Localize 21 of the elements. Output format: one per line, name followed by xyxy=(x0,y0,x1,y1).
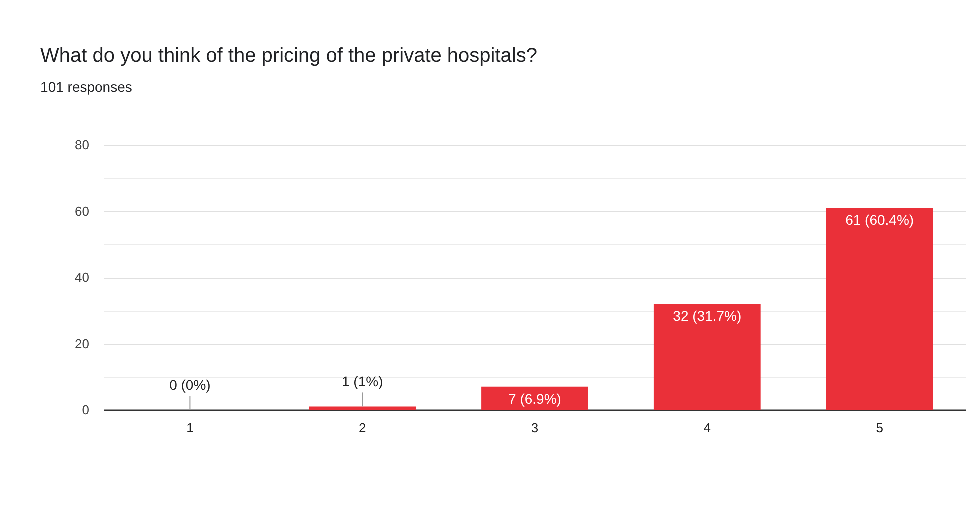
x-tick-label: 4 xyxy=(704,420,712,436)
bar xyxy=(826,208,934,410)
y-tick-label: 0 xyxy=(82,402,90,418)
y-tick-label: 40 xyxy=(75,270,90,285)
data-label: 0 (0%) xyxy=(170,377,211,393)
data-label: 1 (1%) xyxy=(342,374,384,390)
data-label: 7 (6.9%) xyxy=(508,390,562,407)
data-label: 61 (60.4%) xyxy=(846,212,914,228)
bar xyxy=(482,386,588,410)
y-tick-label: 80 xyxy=(75,138,90,152)
bar xyxy=(309,406,416,410)
x-tick-label: 3 xyxy=(531,420,539,436)
y-tick-label: 20 xyxy=(75,336,90,352)
chart-title: What do you think of the pricing of the private hospitals? xyxy=(40,45,538,67)
x-tick-label: 2 xyxy=(358,420,366,436)
x-tick-label: 1 xyxy=(186,420,194,436)
data-label: 32 (31.7%) xyxy=(673,308,742,324)
chart-subtitle: 101 responses xyxy=(40,79,132,95)
y-tick-label: 60 xyxy=(75,204,90,219)
bar xyxy=(654,304,761,410)
x-tick-label: 5 xyxy=(876,420,884,436)
